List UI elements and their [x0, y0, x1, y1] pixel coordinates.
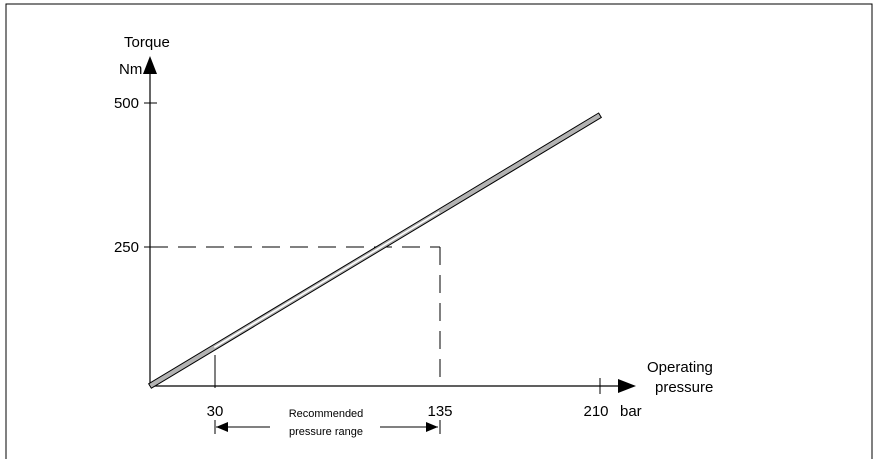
x-axis-title-line1: Operating — [647, 359, 713, 376]
x-tick-label-30: 30 — [207, 403, 224, 420]
y-axis-title-line1: Torque — [124, 34, 170, 51]
x-axis-title-line2: pressure — [655, 379, 713, 396]
y-axis-arrow — [143, 56, 157, 74]
x-tick-label-210: 210 — [583, 403, 608, 420]
x-unit-label: bar — [620, 403, 642, 420]
range-label-line2: pressure range — [289, 426, 363, 438]
torque-line-highlight — [213, 211, 440, 349]
x-tick-label-135: 135 — [427, 403, 452, 420]
y-tick-label-500: 500 — [114, 95, 139, 112]
y-tick-label-250: 250 — [114, 239, 139, 256]
range-arrow-left-head — [216, 422, 228, 432]
range-label-mask — [270, 403, 380, 443]
range-arrow-right-head — [426, 422, 438, 432]
y-axis-title-line2: Nm — [119, 61, 142, 78]
range-label-line1: Recommended — [289, 408, 364, 420]
chart-border — [5, 3, 873, 459]
x-axis-arrow — [618, 379, 636, 393]
